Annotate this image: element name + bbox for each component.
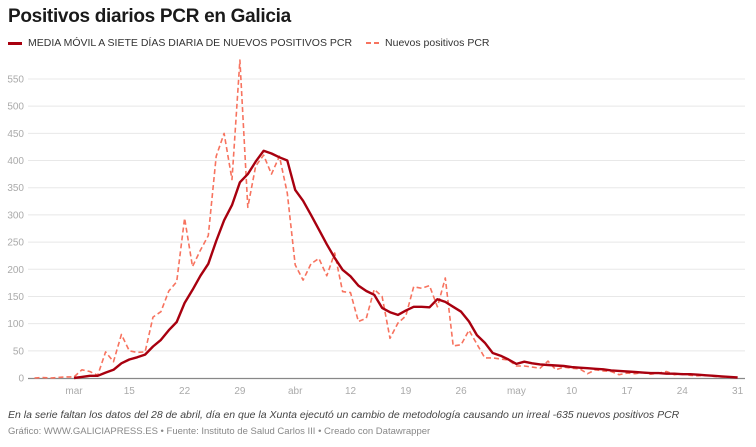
series-line-daily [34, 59, 738, 379]
y-tick-label: 450 [7, 129, 24, 140]
x-tick-label: mar [65, 386, 83, 397]
y-tick-label: 550 [7, 75, 24, 86]
x-tick-label: 31 [732, 386, 744, 397]
legend-swatch-dashed [366, 42, 381, 44]
legend-swatch-solid [8, 41, 22, 45]
chart-credit: Gráfico: WWW.GALICIAPRESS.ES • Fuente: I… [8, 426, 431, 437]
legend-item-daily[interactable]: Nuevos positivos PCR [366, 37, 490, 49]
y-tick-label: 200 [7, 265, 24, 276]
y-tick-label: 100 [7, 319, 24, 330]
y-tick-label: 0 [18, 374, 24, 385]
x-tick-label: 29 [234, 386, 246, 397]
chart-note: En la serie faltan los datos del 28 de a… [8, 409, 680, 421]
x-tick-label: 10 [566, 386, 578, 397]
y-tick-label: 400 [7, 156, 24, 167]
x-tick-label: abr [288, 386, 303, 397]
y-tick-label: 50 [13, 346, 25, 357]
legend-item-moving-average[interactable]: MEDIA MÓVIL A SIETE DÍAS DIARIA DE NUEVO… [8, 37, 352, 49]
x-tick-label: 17 [621, 386, 633, 397]
legend-label: MEDIA MÓVIL A SIETE DÍAS DIARIA DE NUEVO… [28, 37, 353, 49]
y-tick-label: 500 [7, 102, 24, 113]
x-tick-label: 19 [400, 386, 412, 397]
x-tick-label: 12 [345, 386, 357, 397]
x-tick-label: 22 [179, 386, 191, 397]
legend-label: Nuevos positivos PCR [385, 37, 490, 49]
x-tick-label: may [507, 386, 526, 397]
x-tick-label: 15 [124, 386, 136, 397]
y-tick-label: 300 [7, 210, 24, 221]
y-tick-label: 250 [7, 238, 24, 249]
x-tick-label: 26 [456, 386, 468, 397]
legend: MEDIA MÓVIL A SIETE DÍAS DIARIA DE NUEVO… [8, 37, 504, 49]
y-tick-label: 150 [7, 292, 24, 303]
y-tick-label: 350 [7, 183, 24, 194]
chart-title: Positivos diarios PCR en Galicia [8, 6, 291, 27]
series-line-moving-average [73, 149, 738, 380]
x-tick-label: 24 [677, 386, 689, 397]
